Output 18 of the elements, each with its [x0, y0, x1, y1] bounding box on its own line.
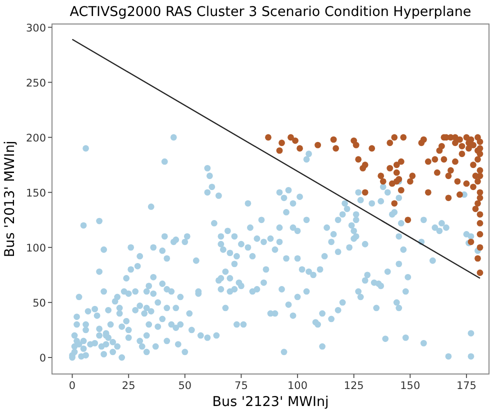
- x-tick-label: 175: [456, 380, 476, 392]
- y-tick-label: 100: [26, 242, 46, 254]
- x-axis-title: Bus '2123' MWInj: [212, 394, 329, 410]
- y-tick-label: 250: [26, 77, 46, 90]
- x-tick-label: 100: [288, 380, 308, 392]
- y-tick-label: 200: [26, 132, 46, 144]
- x-tick-label: 75: [234, 380, 248, 392]
- x-tick-label: 0: [68, 380, 76, 392]
- x-tick-label: 25: [122, 380, 136, 392]
- y-axis-title: Bus '2013' MWInj: [2, 140, 18, 258]
- x-tick-label: 150: [400, 380, 420, 392]
- y-tick-label: 300: [26, 22, 46, 34]
- x-tick-label: 125: [344, 380, 364, 392]
- chart-title: ACTIVSg2000 RAS Cluster 3 Scenario Condition Hyperplane: [70, 4, 472, 20]
- y-tick-label: 0: [39, 352, 46, 364]
- x-tick-label: 50: [178, 380, 192, 392]
- y-tick-label: 150: [26, 187, 46, 200]
- y-tick-label: 50: [32, 297, 46, 310]
